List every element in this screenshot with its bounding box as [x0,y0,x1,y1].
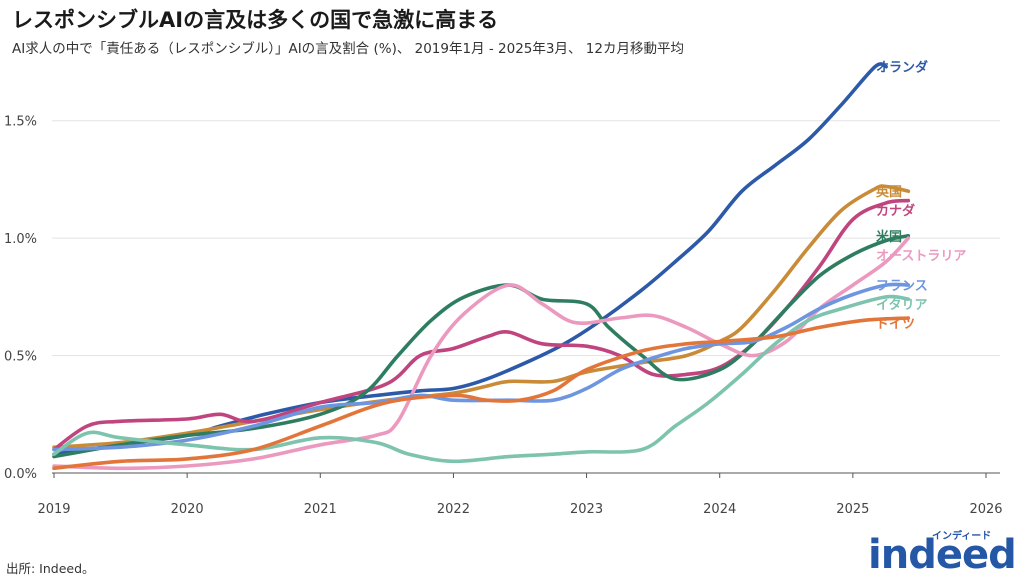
series-label: オーストラリア [876,249,966,264]
series-line-ドイツ [52,316,911,471]
series-label: ドイツ [876,317,915,332]
y-tick-label: 0.0% [4,467,37,482]
chart-title: レスポンシブルAIの言及は多くの国で急激に高まる [12,8,499,32]
series-label: 英国 [875,184,902,200]
x-tick-label: 2020 [171,502,204,517]
x-tick-label: 2025 [836,502,869,517]
y-tick-label: 1.5% [4,115,37,130]
x-tick-label: 2023 [570,502,603,517]
x-tick-label: 2022 [437,502,470,517]
x-tick-label: 2026 [969,502,1002,517]
source-note: 出所: Indeed。 [6,561,95,576]
series-label: フランス [876,279,928,294]
series-line-イタリア [52,294,911,464]
x-tick-label: 2021 [304,502,337,517]
series-label: イタリア [876,298,927,313]
series-label: オランダ [876,60,928,76]
x-tick-label: 2019 [37,502,70,517]
series-line-オランダ [52,62,888,456]
series-line-米国 [52,234,911,459]
series-line-オーストラリア [52,236,911,471]
x-tick-label: 2024 [703,502,736,517]
logo-subtext: インディード [932,531,992,542]
indeed-logo: インディード indeed [868,531,1017,577]
logo-wordmark: indeed [868,532,1017,578]
y-tick-label: 1.0% [4,232,37,247]
series-label: カナダ [876,203,915,219]
y-tick-label: 0.5% [4,350,37,365]
series-line-フランス [52,282,911,452]
chart-subtitle: AI求人の中で「責任ある（レスポンシブル）」AIの言及割合 (%)、 2019年… [12,41,684,57]
series-label: 米国 [876,229,902,245]
